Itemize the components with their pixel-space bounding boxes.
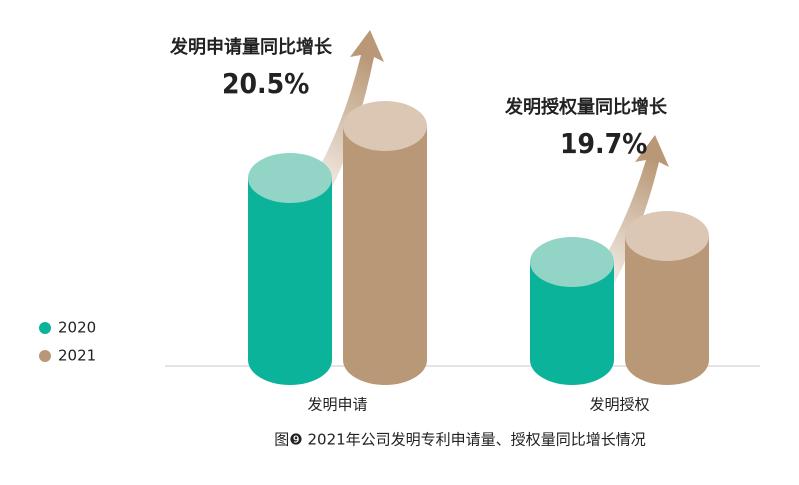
cylinder-top: [248, 153, 332, 203]
cylinder-top: [625, 211, 709, 261]
cylinder-bar: [530, 262, 614, 385]
annotation-text: 发明申请量同比增长: [169, 36, 333, 58]
cylinder-top: [343, 101, 427, 151]
x-tick-label: 发明申请: [307, 396, 367, 414]
x-tick-label: 发明授权: [589, 396, 649, 414]
annotation-text: 发明授权量同比增长: [504, 96, 668, 118]
annotation-label: 19.7%: [560, 127, 647, 160]
cylinder-bar: [625, 236, 709, 385]
annotation-label: 20.5%: [222, 67, 309, 100]
cylinder-bar: [343, 126, 427, 385]
cylinder-top: [530, 237, 614, 287]
cylinder-bar: [248, 178, 332, 385]
caption: 图❾ 2021年公司发明专利申请量、授权量同比增长情况: [274, 431, 645, 449]
legend-label: 2020: [58, 319, 96, 337]
legend-label: 2021: [58, 347, 96, 365]
legend-swatch: [39, 350, 51, 362]
legend-swatch: [39, 322, 51, 334]
